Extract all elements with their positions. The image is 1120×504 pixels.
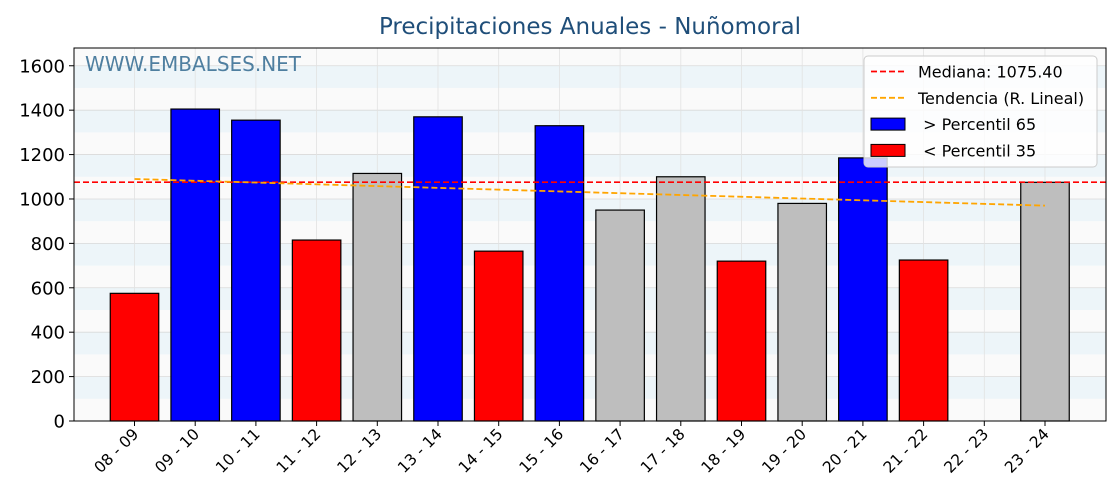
- background-band: [74, 110, 1106, 133]
- background-band: [74, 198, 1106, 222]
- x-tick-label: 09 - 10: [151, 425, 203, 477]
- watermark-text: WWW.EMBALSES.NET: [85, 52, 302, 76]
- x-tick-label: 11 - 12: [273, 425, 325, 477]
- plot-frame: [73, 47, 1107, 422]
- y-tick-label: 600: [31, 278, 65, 299]
- bar-12-13: [352, 172, 403, 422]
- y-tick-label: 1400: [19, 101, 65, 122]
- legend-trend-label: Tendencia (R. Lineal): [917, 89, 1084, 108]
- bar-17-18: [655, 176, 706, 422]
- chart-title: Precipitaciones Anuales - Nuñomoral: [379, 14, 801, 40]
- legend-high-swatch: [870, 117, 906, 131]
- x-tick-label: 16 - 17: [576, 425, 628, 477]
- x-tick-label: 23 - 24: [1001, 425, 1053, 477]
- background-band: [74, 376, 1106, 399]
- bar-11-12: [291, 239, 342, 422]
- bar-20-21: [838, 157, 888, 422]
- y-tick-label: 0: [54, 412, 65, 433]
- y-tick-label: 400: [31, 323, 65, 344]
- x-tick-label: 22 - 23: [941, 425, 993, 477]
- background-band: [74, 332, 1106, 355]
- x-tick-label: 08 - 09: [91, 425, 143, 477]
- legend-median-label: Mediana: 1075.40: [918, 63, 1063, 82]
- legend-high-label: > Percentil 65: [918, 115, 1036, 134]
- background-band: [74, 243, 1106, 266]
- bar-14-15: [473, 250, 524, 422]
- legend-low-label: < Percentil 35: [918, 141, 1036, 160]
- bar-21-22: [898, 259, 949, 422]
- bar-23-24: [1020, 181, 1070, 422]
- x-tick-label: 15 - 16: [516, 425, 568, 477]
- y-tick-label: 1000: [19, 189, 65, 210]
- legend: Mediana: 1075.40 Tendencia (R. Lineal) > …: [863, 55, 1098, 168]
- x-tick-label: 17 - 18: [637, 425, 689, 477]
- y-tick-label: 1600: [19, 56, 65, 77]
- x-tick-label: 21 - 22: [880, 425, 932, 477]
- x-tick-label: 19 - 20: [758, 425, 810, 477]
- x-tick-label: 20 - 21: [819, 425, 871, 477]
- x-tick-label: 18 - 19: [698, 425, 750, 477]
- background-band: [74, 65, 1106, 88]
- bar-10-11: [231, 119, 281, 422]
- x-tick-label: 12 - 13: [334, 425, 386, 477]
- background-band: [74, 287, 1106, 310]
- x-tick-label: 14 - 15: [455, 425, 507, 477]
- y-tick-label: 800: [31, 234, 65, 255]
- bar-16-17: [595, 209, 645, 422]
- bar-08-09: [109, 292, 160, 422]
- bar-18-19: [716, 260, 767, 422]
- bar-19-20: [777, 202, 828, 422]
- bar-13-14: [413, 116, 463, 422]
- legend-box: [863, 55, 1098, 168]
- x-tick-label: 10 - 11: [212, 425, 264, 477]
- legend-low-swatch: [870, 143, 906, 157]
- bar-09-10: [170, 108, 221, 422]
- y-tick-label: 1200: [19, 145, 65, 166]
- trend-line: [134, 178, 1046, 207]
- bar-15-16: [534, 125, 585, 422]
- y-tick-label: 200: [31, 367, 65, 388]
- x-tick-label: 13 - 14: [394, 425, 446, 477]
